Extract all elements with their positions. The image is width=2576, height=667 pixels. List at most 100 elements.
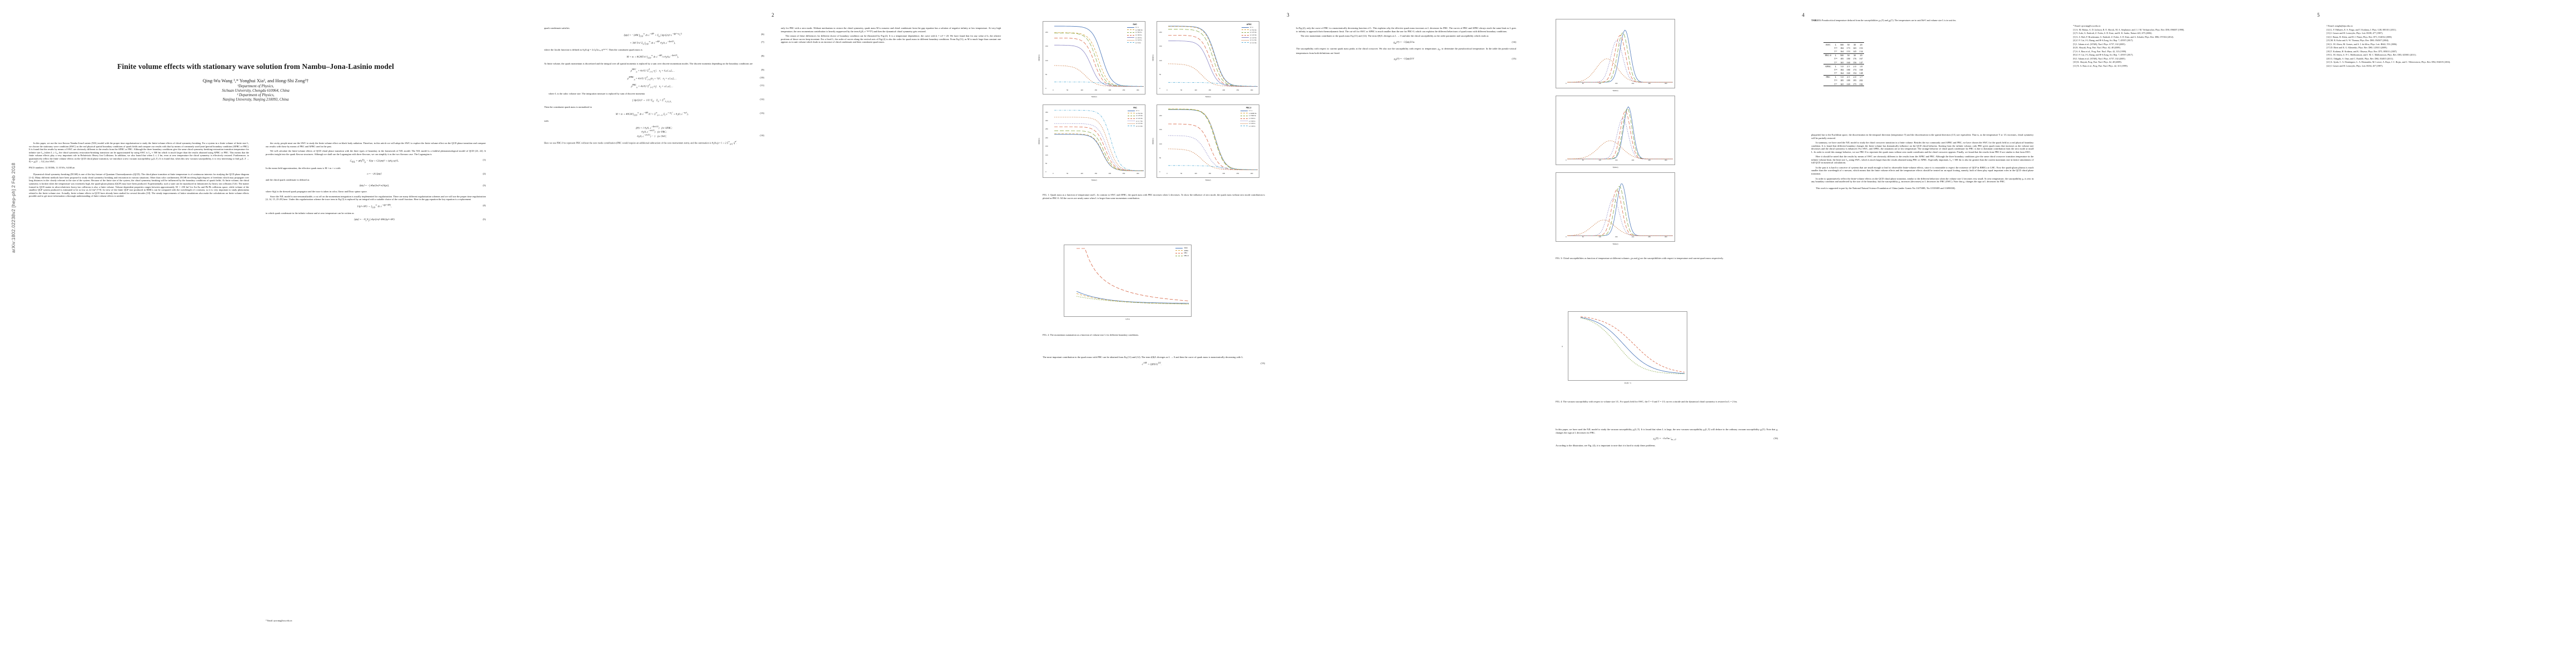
body-paragraph: According to the illustration, see Fig. … (1556, 444, 1656, 447)
page2-right-column: only for PBC with a zero mode. Without m… (781, 27, 1001, 46)
x-tick-label: 100 (1194, 173, 1197, 175)
table-row-label: Tᶜᵐ (1834, 68, 1837, 71)
table-row-label: L (1832, 74, 1839, 79)
legend-item: APBC (1175, 250, 1189, 252)
y-tick-label: 100 (1045, 59, 1048, 62)
x-tick-label: 150 (1208, 173, 1211, 175)
y-axis-label: χᵥ (1561, 345, 1563, 347)
legend-label: L= ∞ (1135, 26, 1139, 29)
y-axis-label: M(MeV) (1038, 54, 1040, 61)
intro-paragraph: Dynamical chiral symmetry breaking (DCSB… (29, 173, 249, 198)
pacs-line: PACS numbers: 12.38.Mh, 11.10.Wx, 64.60.… (29, 166, 75, 169)
plot-legend: PBC L= ∞ L= 5.0 fm L= 2.5 fm L= 2.0 fm L= 1.7… (1127, 107, 1143, 127)
table-cell: 164 (1840, 49, 1844, 53)
y-axis-label: M(MeV) (1038, 138, 1040, 145)
figure-2-plot: L(fm) SWC APBC PBC PBC-0 (1064, 245, 1203, 328)
series-line (1054, 117, 1144, 171)
table-cell: 30 (1851, 53, 1858, 57)
legend-label: L= 1.8 fm (1249, 36, 1257, 39)
table-group-label: SWC (1823, 42, 1833, 47)
table-row: Tᶜᵀ 164 160 154 148 (1823, 72, 1864, 76)
references-column-right: † Email: zonghs@nju.edu.cn [12] L. F. Pa… (2326, 24, 2549, 68)
series-line (1054, 133, 1144, 171)
table-group-label: APBC (1823, 64, 1833, 68)
series-line (1580, 317, 1685, 375)
page2-left-column: quark condensate satisfies ⟨ψ̄ψ⟩ = −24M … (544, 27, 764, 147)
legend-item: L= 30 fm (1240, 120, 1257, 122)
reference-item: [18] T. Kodama, H. Kodama, and K. Ohsawa… (2326, 49, 2398, 53)
x-tick-label: 200 (1108, 173, 1112, 175)
legend-swatch (1127, 29, 1135, 31)
figure-1-label: FIG. 1: (1043, 193, 1050, 196)
reference-item: [6] K. Shoyak, Prog. Part. Nucl. Phys. 6… (2073, 46, 2121, 49)
table-cell: 145 (1853, 49, 1857, 53)
x-tick-label: 250 (1648, 236, 1651, 238)
table-row-label: Tᶜᵀ (1834, 72, 1837, 75)
body-paragraph: The zero momentum contributes to the qua… (1301, 34, 1489, 38)
abstract-column: In this paper, we use the two-flavour Na… (29, 142, 249, 200)
series-line (1567, 189, 1673, 236)
abstract-text: In this paper, we use the two-flavour Na… (29, 142, 249, 163)
x-tick-label: 50 (1582, 83, 1584, 84)
x-tick-label: 300 (1136, 173, 1139, 175)
plot-canvas (1168, 108, 1258, 170)
legend-item: L= 20 fm (1240, 122, 1257, 125)
x-tick-label: 0 (1566, 236, 1567, 238)
table-1: SWC L 500 50 30 20 Tᶜᵐ 184 173 165 153 Tᶜᵀ 164 153 145… (1823, 42, 1865, 87)
reference-item: [10] K. Shoyak, Prog. Part. Nucl. Phys. … (2073, 61, 2122, 64)
table-row-label: Tᶜᵐ (1834, 79, 1837, 82)
equation-3: ⟨ψ̄ψ⟩ = −∫ d⁴p/(2π)⁴ tr[S(p)], (3) (359, 184, 486, 187)
body-paragraph: In this paper, we have used the NJL mode… (1556, 428, 1778, 434)
legend-swatch (1241, 39, 1249, 41)
legend-title: SWC (1133, 23, 1137, 26)
footnote-star-ref: * Email: qwwang@scu.edu.cn (2073, 24, 2101, 27)
table-cell: 50 (1845, 42, 1852, 47)
legend-item: L= 5 fm (1127, 42, 1143, 44)
table-cell: 167 (1859, 57, 1863, 61)
body-paragraph: plaquette) but to the Euclidean space, t… (1811, 133, 2034, 140)
legend-label: L= 2.5 fm (1135, 115, 1143, 117)
reference-item: [1] A. M. Halasz, A. D. Jackson, R. E. S… (2073, 28, 2185, 31)
plot-canvas (1580, 316, 1685, 375)
body-paragraph: where the Jacobi function is defined as … (544, 48, 642, 52)
legend-swatch (1241, 27, 1249, 28)
table-row: Tᶜᵐ 184 173 165 153 (1823, 46, 1864, 49)
figure-1-panels: 0 50 100 150 200 250 300 0 50 100 150 200 T(MeV) M(Me… (1038, 21, 1276, 188)
y-tick-label: 300 (1045, 120, 1048, 122)
legend-label: L= 500 fm (1135, 28, 1143, 31)
body-paragraph: Since the NJL model is non-renormalizabl… (266, 195, 486, 201)
legend-item: PBC (1175, 252, 1189, 255)
figure-4-label: FIG. 4: (1556, 400, 1563, 403)
x-axis-label: L(fm) (1125, 318, 1130, 320)
series-line (1567, 111, 1673, 160)
table-cell: 168 (1859, 68, 1863, 71)
legend-item: L= 500 fm (1240, 115, 1257, 117)
equation-14: f(θ) = { θ₃(0, e−4π²τ/L²) for APBC; θ₂(0… (636, 125, 764, 138)
reference-item: [2] Y. Aoki, G. Endrodi, Z. Fodor, S. D.… (2073, 32, 2153, 35)
table-cell: 1.7 (1857, 74, 1865, 79)
figure-3-label: FIG. 3: (1556, 257, 1563, 260)
table-row: APBC L 5.0 2.5 2.0 1.8 (1823, 64, 1865, 68)
x-tick-label: 100 (1598, 236, 1601, 238)
legend-label: L= 20 fm (1135, 36, 1142, 39)
x-tick-label: 100 (1080, 173, 1083, 175)
body-paragraph: The most important contribution to the q… (1043, 356, 1244, 359)
legend-label: L= 50 fm (1135, 31, 1142, 34)
figure-2-panel: L(fm) SWC APBC PBC PBC-0 (1064, 245, 1192, 320)
y-axis-label: M(MeV) (1152, 54, 1154, 61)
equation-13: M = m + 48GM ∫1/Λ²∞ dτ e−τM²/L³ × Σ∞n=−∞… (615, 112, 764, 117)
equation-16: χv(T) = −∂σ/∂m |m→0 (16) (1653, 437, 1778, 441)
table-row-label: Tᶜᵀ (1834, 61, 1837, 64)
table-row-label: Tᶜᵀ (1834, 49, 1837, 53)
table-row: PBC-0 L 500 50 30 20 (1823, 53, 1865, 57)
body-paragraph: and the chiral quark condensate is defin… (266, 178, 310, 181)
table-1-caption: TABLE I: Pseudocritical temperature dedu… (1811, 19, 2034, 22)
legend-label: L= 10 fm (1249, 125, 1255, 127)
series-line (1567, 183, 1673, 236)
body-paragraph: where S(p) is the dressed quark propagat… (266, 190, 367, 193)
x-tick-label: 250 (1648, 160, 1651, 161)
table-row: Tᶜᵀ 165 169 175 182 (1823, 82, 1865, 87)
x-tick-label: 250 (1122, 89, 1125, 91)
table-cell: 165 (1853, 46, 1857, 49)
table-row: PBC L 5.0 2.5 2.0 1.7 (1823, 74, 1865, 79)
